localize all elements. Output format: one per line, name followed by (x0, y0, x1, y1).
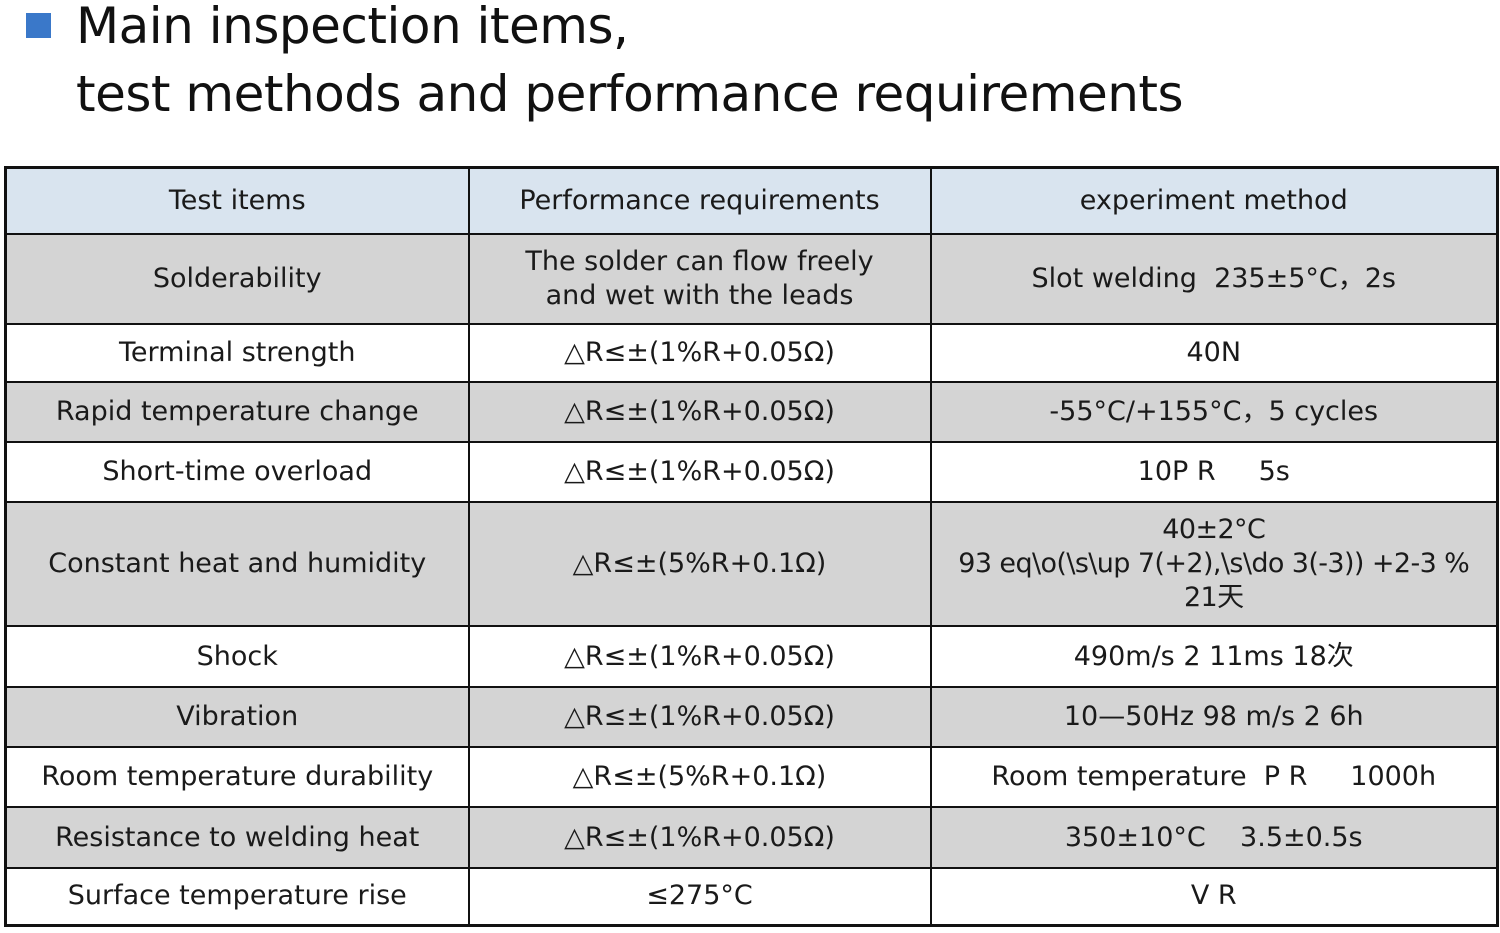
cell-test-item: Solderability (4, 233, 470, 325)
cell-performance-requirement: △R≤±(1%R+0.05Ω) (467, 441, 932, 503)
cell-experiment-method: 10P R 5s (929, 441, 1499, 503)
requirement-line: ≤275°C (646, 880, 753, 912)
method-line: 10P R 5s (1137, 456, 1290, 487)
square-bullet-icon (26, 13, 51, 38)
table-row: Terminal strength △R≤±(1%R+0.05Ω) 40N (4, 323, 1499, 383)
cell-test-item: Rapid temperature change (4, 381, 470, 443)
requirement-line: △R≤±(5%R+0.1Ω) (572, 548, 827, 579)
cell-performance-requirement: △R≤±(1%R+0.05Ω) (467, 323, 932, 383)
header-experiment-method: experiment method (929, 166, 1499, 235)
cell-test-item: Resistance to welding heat (4, 806, 470, 869)
requirement-line: △R≤±(1%R+0.05Ω) (564, 456, 835, 487)
table-row: Shock △R≤±(1%R+0.05Ω) 490m/s 2 11ms 18次 (4, 625, 1499, 688)
cell-test-item: Short-time overload (4, 441, 470, 503)
cell-test-item: Vibration (4, 686, 470, 748)
cell-performance-requirement: The solder can flow freely and wet with t… (467, 233, 932, 325)
table-row: Resistance to welding heat △R≤±(1%R+0.05Ω… (4, 806, 1499, 869)
requirement-line: The solder can flow freely (525, 246, 874, 277)
page-heading: Main inspection items, test methods and … (0, 0, 1500, 160)
cell-performance-requirement: △R≤±(5%R+0.1Ω) (467, 746, 932, 808)
cell-test-item: Room temperature durability (4, 746, 470, 808)
table-row: Room temperature durability △R≤±(5%R+0.1Ω… (4, 746, 1499, 808)
cell-test-item: Shock (4, 625, 470, 688)
method-line: Slot welding 235±5°C，2s (1031, 263, 1396, 294)
cell-test-item: Surface temperature rise (4, 867, 470, 926)
method-line: 490m/s 2 11ms 18次 (1073, 640, 1354, 672)
requirement-line: △R≤±(1%R+0.05Ω) (564, 701, 835, 732)
method-line: V R (1190, 880, 1237, 912)
cell-experiment-method: 40N (929, 323, 1499, 383)
table-row: Rapid temperature change △R≤±(1%R+0.05Ω) -… (4, 381, 1499, 443)
cell-performance-requirement: △R≤±(5%R+0.1Ω) (467, 501, 932, 627)
requirement-line: △R≤±(1%R+0.05Ω) (564, 640, 835, 672)
requirement-line: △R≤±(5%R+0.1Ω) (572, 761, 827, 792)
method-line: 40±2°C (1162, 514, 1266, 545)
cell-performance-requirement: △R≤±(1%R+0.05Ω) (467, 625, 932, 688)
method-line: Room temperature P R 1000h (991, 761, 1437, 792)
cell-performance-requirement: ≤275°C (467, 867, 932, 926)
cell-experiment-method: 350±10°C 3.5±0.5s (929, 806, 1499, 869)
requirement-line: △R≤±(1%R+0.05Ω) (564, 396, 835, 427)
inspection-table: Test items Performance requirements expe… (4, 166, 1499, 927)
cell-experiment-method: Slot welding 235±5°C，2s (929, 233, 1499, 325)
cell-performance-requirement: △R≤±(1%R+0.05Ω) (467, 806, 932, 869)
table-row: Surface temperature rise ≤275°C V R (4, 867, 1499, 926)
method-line: -55°C/+155°C，5 cycles (1049, 396, 1379, 427)
cell-performance-requirement: △R≤±(1%R+0.05Ω) (467, 381, 932, 443)
requirement-line: △R≤±(1%R+0.05Ω) (564, 821, 835, 853)
heading-line-1: Main inspection items, (76, 0, 629, 55)
header-test-items: Test items (4, 166, 470, 235)
requirement-line: and wet with the leads (545, 280, 854, 311)
method-line: 21天 (1183, 582, 1244, 613)
method-line: 350±10°C 3.5±0.5s (1064, 821, 1363, 853)
cell-experiment-method: V R (929, 867, 1499, 926)
table-row: Constant heat and humidity △R≤±(5%R+0.1Ω)… (4, 501, 1499, 627)
table-header-row: Test items Performance requirements expe… (4, 166, 1499, 235)
method-line: 10—50Hz 98 m/s 2 6h (1063, 701, 1364, 732)
cell-experiment-method: Room temperature P R 1000h (929, 746, 1499, 808)
cell-experiment-method: 10—50Hz 98 m/s 2 6h (929, 686, 1499, 748)
cell-test-item: Terminal strength (4, 323, 470, 383)
method-line: 93 eq\o(\s\up 7(+2),\s\do 3(-3)) +2-3 % (958, 548, 1470, 579)
cell-experiment-method: 40±2°C 93 eq\o(\s\up 7(+2),\s\do 3(-3)) +… (929, 501, 1499, 627)
cell-test-item: Constant heat and humidity (4, 501, 470, 627)
table-row: Short-time overload △R≤±(1%R+0.05Ω) 10P R … (4, 441, 1499, 503)
table-body: Solderability The solder can flow freely a… (4, 233, 1499, 926)
requirement-line: △R≤±(1%R+0.05Ω) (564, 337, 835, 368)
cell-experiment-method: 490m/s 2 11ms 18次 (929, 625, 1499, 688)
cell-experiment-method: -55°C/+155°C，5 cycles (929, 381, 1499, 443)
heading-line-2: test methods and performance requirement… (76, 65, 1184, 123)
header-performance-requirements: Performance requirements (467, 166, 932, 235)
table-row: Vibration △R≤±(1%R+0.05Ω) 10—50Hz 98 m/s 2… (4, 686, 1499, 748)
cell-performance-requirement: △R≤±(1%R+0.05Ω) (467, 686, 932, 748)
method-line: 40N (1186, 337, 1242, 368)
table-row: Solderability The solder can flow freely a… (4, 233, 1499, 325)
